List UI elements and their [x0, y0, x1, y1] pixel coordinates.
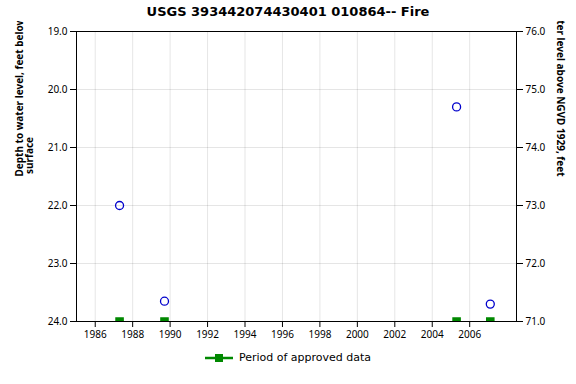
- svg-text:1992: 1992: [196, 327, 219, 341]
- svg-text:Depth to water level, feet bel: Depth to water level, feet below land su…: [12, 21, 36, 177]
- svg-text:23.0: 23.0: [48, 256, 68, 270]
- svg-text:73.0: 73.0: [526, 198, 546, 212]
- svg-text:2002: 2002: [383, 327, 406, 341]
- svg-text:20.0: 20.0: [48, 82, 68, 96]
- svg-text:2006: 2006: [458, 327, 481, 341]
- svg-text:19.0: 19.0: [48, 24, 68, 38]
- svg-text:24.0: 24.0: [48, 314, 68, 328]
- svg-text:1986: 1986: [84, 327, 107, 341]
- svg-text:1996: 1996: [271, 327, 294, 341]
- svg-text:1988: 1988: [121, 327, 144, 341]
- svg-text:71.0: 71.0: [526, 314, 546, 328]
- svg-text:75.0: 75.0: [526, 82, 546, 96]
- svg-text:Groundwater level above NGVD 1: Groundwater level above NGVD 1929, feet: [554, 21, 568, 177]
- svg-text:72.0: 72.0: [526, 256, 546, 270]
- svg-text:74.0: 74.0: [526, 140, 546, 154]
- svg-text:21.0: 21.0: [48, 140, 68, 154]
- html-text:Period of approved data: Period of approved data: [238, 351, 372, 364]
- svg-text:1998: 1998: [308, 327, 331, 341]
- svg-text:76.0: 76.0: [526, 24, 546, 38]
- html-text:USGS 393442074430401 010864--: USGS 393442074430401 010864-- Fire: [146, 4, 430, 19]
- svg-text:22.0: 22.0: [48, 198, 68, 212]
- svg-text:1994: 1994: [234, 327, 257, 341]
- svg-text:2000: 2000: [346, 327, 369, 341]
- svg-text:2004: 2004: [421, 327, 444, 341]
- svg-text:1990: 1990: [159, 327, 182, 341]
